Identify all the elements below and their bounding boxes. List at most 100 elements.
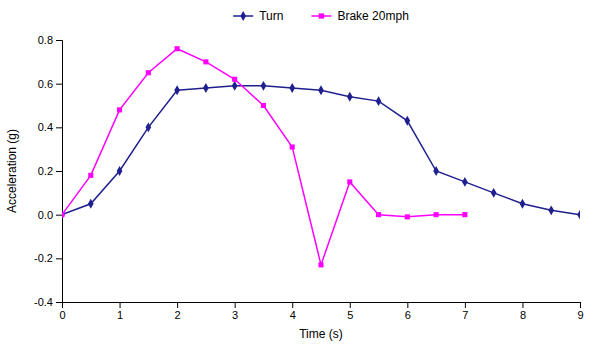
y-axis-tick-mark	[56, 258, 62, 259]
y-axis-tick-label: -0.4	[34, 296, 53, 308]
legend-label: Brake 20mph	[337, 9, 408, 23]
plot-area: 0 1 2 3 4 5 6 7 8 9 -0.4 -0.2 0.0 0.2 0.4 0.6 0.8	[34, 34, 584, 321]
x-axis-tick-mark	[407, 302, 408, 308]
legend-item: Turn	[233, 9, 283, 23]
data-point	[203, 59, 208, 64]
legend-marker	[240, 11, 246, 21]
x-axis-tick-label: 1	[117, 309, 123, 321]
y-axis-line	[56, 41, 63, 303]
x-axis-tick-label: 7	[462, 309, 468, 321]
x-axis-tick-mark	[580, 302, 581, 308]
y-axis-tick-label: 0.8	[38, 34, 53, 46]
data-point	[434, 212, 439, 217]
x-axis-tick-mark	[522, 302, 523, 308]
x-axis-tick-mark	[177, 302, 178, 308]
data-point	[289, 83, 295, 93]
data-point	[88, 199, 94, 209]
x-axis-tick-label: 8	[520, 309, 526, 321]
data-point	[491, 188, 497, 198]
x-axis-tick: 8	[520, 302, 526, 321]
y-axis-tick-label: -0.2	[34, 252, 53, 264]
x-axis-tick-mark	[235, 302, 236, 308]
data-point	[290, 144, 295, 149]
series-layer	[62, 46, 580, 267]
series-line	[62, 86, 580, 215]
x-axis-tick-mark	[120, 302, 121, 308]
y-axis-tick: 0.8	[38, 34, 62, 46]
y-axis-tick-mark	[56, 40, 62, 41]
y-axis-tick-mark	[56, 171, 62, 172]
y-axis-tick: 0.6	[38, 78, 62, 90]
data-point	[347, 92, 353, 102]
data-point	[318, 262, 323, 267]
data-point	[174, 85, 180, 95]
data-point	[376, 212, 381, 217]
data-point	[347, 179, 352, 184]
y-axis: -0.4 -0.2 0.0 0.2 0.4 0.6 0.8	[34, 34, 62, 308]
data-point	[145, 122, 151, 132]
y-axis-tick: -0.2	[34, 252, 62, 264]
chart: 0 1 2 3 4 5 6 7 8 9 -0.4 -0.2 0.0 0.2 0.4 0.6 0.8 Time (s…	[0, 0, 600, 346]
data-point	[88, 173, 93, 178]
x-axis-tick-label: 0	[59, 309, 65, 321]
y-axis-tick-mark	[56, 302, 62, 303]
x-axis-tick-label: 4	[290, 309, 296, 321]
y-axis-title: Acceleration (g)	[5, 129, 19, 213]
data-point	[232, 81, 238, 91]
data-point	[577, 210, 580, 220]
x-axis-tick-label: 2	[175, 309, 181, 321]
x-axis-tick-mark	[350, 302, 351, 308]
x-axis-tick-label: 5	[347, 309, 353, 321]
legend: Turn Brake 20mph	[233, 9, 409, 23]
x-axis-tick: 3	[232, 302, 238, 321]
data-point	[462, 177, 468, 187]
series	[62, 81, 580, 220]
y-axis-tick: -0.4	[34, 296, 62, 308]
y-axis-tick-label: 0.4	[38, 121, 53, 133]
y-axis-tick-mark	[56, 127, 62, 128]
x-axis-tick: 4	[290, 302, 296, 321]
x-axis-tick: 2	[175, 302, 181, 321]
legend-item: Brake 20mph	[311, 9, 408, 23]
y-axis-tick-label: 0.6	[38, 78, 53, 90]
data-point	[146, 70, 151, 75]
x-axis-tick: 9	[577, 302, 583, 321]
x-axis-tick-label: 3	[232, 309, 238, 321]
data-point	[117, 107, 122, 112]
data-point	[261, 103, 266, 108]
data-point	[117, 166, 123, 176]
data-point	[548, 205, 554, 215]
x-axis-tick-mark	[465, 302, 466, 308]
series-line	[62, 49, 465, 265]
data-point	[62, 212, 65, 217]
legend-marker	[319, 13, 324, 18]
data-point	[232, 77, 237, 82]
x-axis-tick: 1	[117, 302, 123, 321]
x-axis-tick: 7	[462, 302, 468, 321]
data-point	[175, 46, 180, 51]
data-point	[376, 96, 382, 106]
x-axis: 0 1 2 3 4 5 6 7 8 9	[59, 302, 583, 321]
data-point	[462, 212, 467, 217]
y-axis-tick-mark	[56, 84, 62, 85]
x-axis-title: Time (s)	[299, 327, 343, 341]
data-point	[520, 199, 526, 209]
y-axis-tick-mark	[56, 215, 62, 216]
data-point	[404, 116, 410, 126]
data-point	[203, 83, 209, 93]
data-point	[405, 214, 410, 219]
data-point	[261, 81, 267, 91]
series	[62, 46, 467, 267]
x-axis-line	[63, 303, 581, 309]
legend-label: Turn	[259, 9, 283, 23]
x-axis-tick: 6	[405, 302, 411, 321]
y-axis-tick-label: 0.2	[38, 165, 53, 177]
y-axis-tick: 0.4	[38, 121, 62, 133]
x-axis-tick: 0	[59, 302, 65, 321]
x-axis-tick-mark	[292, 302, 293, 308]
x-axis-tick-label: 6	[405, 309, 411, 321]
y-axis-tick-label: 0.0	[38, 209, 53, 221]
y-axis-tick: 0.2	[38, 165, 62, 177]
data-point	[433, 166, 439, 176]
y-axis-tick: 0.0	[38, 209, 62, 221]
